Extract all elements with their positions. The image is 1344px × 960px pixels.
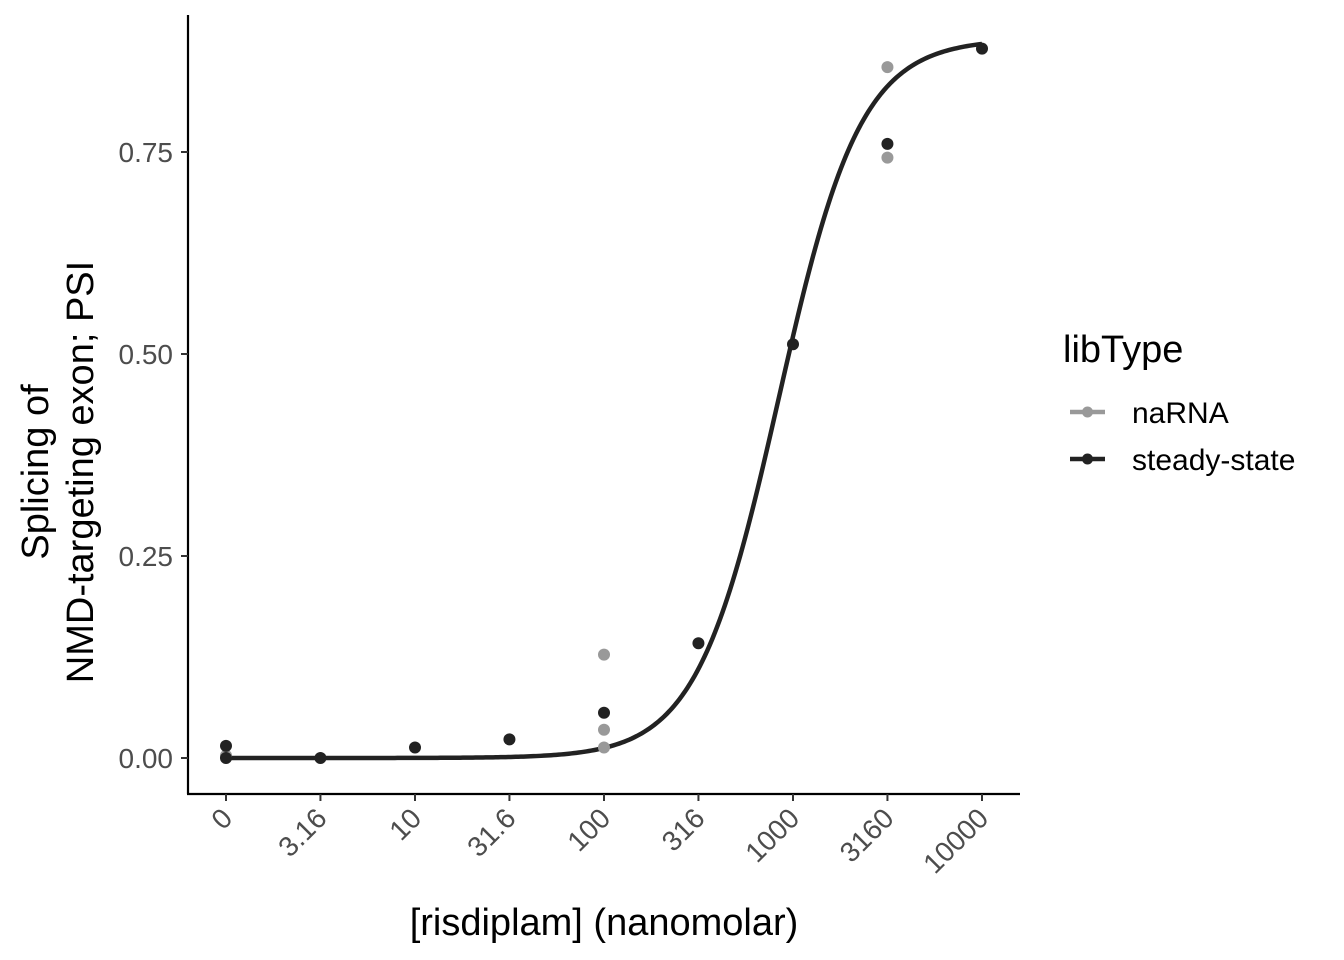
- data-point-naRNA: [598, 723, 610, 736]
- x-tick-label: 10: [383, 802, 427, 846]
- x-tick-label: 10000: [917, 802, 994, 879]
- data-point-steady-state: [503, 733, 516, 746]
- data-point-naRNA: [881, 151, 894, 164]
- data-point-steady-state: [598, 706, 610, 719]
- x-axis-title: [risdiplam] (nanomolar): [410, 902, 799, 944]
- data-point-naRNA: [598, 741, 610, 754]
- x-tick-label: 316: [656, 802, 711, 857]
- data-point-naRNA: [881, 61, 894, 74]
- y-axis-title-line-2: NMD-targeting exon; PSI: [60, 261, 102, 683]
- legend-title: libType: [1063, 329, 1183, 371]
- x-tick-label: 3.16: [272, 802, 332, 862]
- x-tick-label: 1000: [739, 802, 805, 868]
- x-tick-label: 31.6: [461, 802, 521, 862]
- data-point-steady-state: [692, 637, 705, 650]
- data-point-steady-state: [881, 137, 894, 150]
- legend-key-point-steady-state: [1082, 453, 1093, 465]
- data-point-steady-state: [787, 338, 799, 351]
- y-axis-title-line-1: Splicing of: [15, 384, 57, 560]
- legend-item-steady-state: steady-state: [1070, 444, 1295, 477]
- y-tick-label: 0.00: [119, 743, 174, 774]
- data-point-steady-state: [220, 739, 232, 752]
- data-point-steady-state: [409, 741, 421, 754]
- x-tick-label: 3160: [834, 802, 900, 868]
- y-tick-label: 0.25: [119, 541, 174, 572]
- data-point-steady-state: [314, 752, 327, 764]
- legend-label-naRNA: naRNA: [1132, 397, 1229, 430]
- legend-label-steady-state: steady-state: [1132, 444, 1295, 477]
- x-tick-label: 100: [561, 802, 616, 857]
- legend-key-point-naRNA: [1082, 406, 1093, 418]
- legend: libType naRNA steady-state: [1063, 329, 1295, 477]
- x-tick-label: 0: [205, 802, 238, 835]
- y-tick-label: 0.75: [119, 137, 174, 168]
- data-point-steady-state: [220, 752, 232, 764]
- data-point-steady-state: [976, 42, 988, 55]
- data-point-naRNA: [598, 648, 610, 661]
- y-tick-label: 0.50: [119, 339, 174, 370]
- legend-item-naRNA: naRNA: [1070, 397, 1229, 430]
